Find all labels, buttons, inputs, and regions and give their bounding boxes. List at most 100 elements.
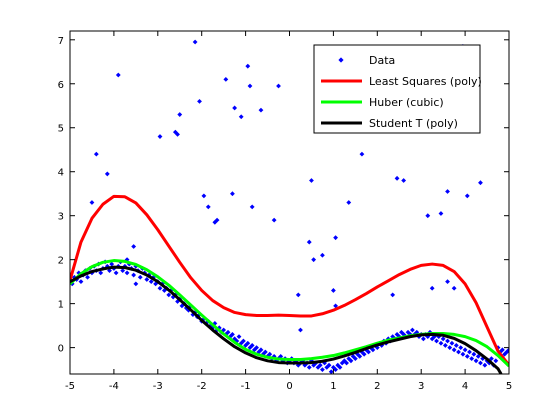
- data-point: [254, 345, 259, 351]
- y-tick-label: 6: [58, 80, 64, 91]
- data-point: [115, 72, 121, 78]
- data-point: [234, 338, 240, 344]
- y-tick-label: 1: [58, 300, 64, 311]
- data-point: [357, 354, 363, 359]
- data-point: [445, 338, 450, 344]
- data-point: [506, 347, 509, 353]
- data-point: [464, 354, 470, 359]
- data-point: [262, 349, 268, 355]
- data-point: [258, 347, 264, 353]
- data-point: [390, 292, 396, 298]
- data-point: [333, 367, 338, 373]
- data-point: [225, 329, 231, 335]
- data-point: [113, 270, 119, 276]
- data-point: [473, 358, 479, 364]
- data-point: [236, 334, 242, 340]
- data-point: [478, 180, 483, 186]
- y-tick-label: 0: [58, 344, 64, 355]
- data-point: [328, 369, 334, 374]
- data-point: [201, 316, 207, 322]
- data-point: [309, 178, 314, 183]
- data-point: [467, 349, 472, 355]
- data-point: [276, 83, 281, 89]
- data-point: [440, 336, 446, 342]
- x-tick-label: 0: [286, 381, 292, 392]
- data-point: [271, 217, 277, 223]
- data-point: [98, 270, 104, 276]
- legend: Data Least Squares (poly) Huber (cubic) Stu…: [313, 44, 482, 134]
- data-point: [157, 134, 163, 139]
- data-point: [442, 343, 448, 348]
- data-point: [89, 200, 95, 205]
- data-point: [320, 252, 325, 258]
- data-point: [445, 189, 450, 194]
- data-point: [249, 204, 255, 210]
- data-point: [120, 268, 126, 274]
- data-point: [131, 272, 137, 278]
- data-point: [339, 360, 345, 366]
- data-point: [394, 332, 400, 337]
- data-point: [333, 235, 338, 241]
- data-point: [414, 329, 420, 335]
- data-point: [267, 351, 273, 357]
- legend-item-huber: Huber (cubic): [321, 96, 444, 109]
- x-tick-label: 4: [462, 381, 468, 392]
- data-point: [85, 274, 90, 280]
- x-tick-label: -5: [65, 381, 75, 392]
- data-point: [399, 329, 404, 335]
- data-point: [133, 281, 139, 287]
- data-point: [166, 292, 172, 298]
- data-point: [144, 277, 150, 282]
- data-point: [177, 112, 183, 117]
- legend-marker: [338, 57, 344, 63]
- data-point: [410, 327, 415, 333]
- data-point: [401, 178, 407, 183]
- data-point: [131, 244, 137, 249]
- data-point: [420, 336, 426, 342]
- x-tick-label: 1: [330, 381, 336, 392]
- y-tick-label: 5: [58, 124, 64, 135]
- y-tick-label: 4: [58, 168, 64, 179]
- data-point: [331, 288, 336, 293]
- data-point: [333, 303, 338, 309]
- data-point: [214, 217, 220, 223]
- data-point: [425, 213, 431, 219]
- x-tick-label: 2: [374, 381, 380, 392]
- data-point: [471, 351, 477, 357]
- data-point: [489, 356, 494, 362]
- y-tick-label: 3: [58, 212, 64, 223]
- data-point: [137, 274, 143, 280]
- x-tick-label: -3: [153, 381, 163, 392]
- data-point: [458, 345, 464, 351]
- y-tick-label: 2: [58, 256, 64, 267]
- data-point: [148, 279, 154, 285]
- data-point: [247, 83, 253, 89]
- data-point: [124, 257, 130, 263]
- data-point: [359, 349, 365, 355]
- data-point: [447, 345, 453, 351]
- data-point: [249, 343, 255, 348]
- data-point: [366, 349, 371, 355]
- data-point: [322, 360, 328, 366]
- data-point: [230, 332, 235, 337]
- data-point: [306, 365, 312, 370]
- data-point: [223, 76, 229, 82]
- data-point: [482, 362, 488, 368]
- legend-item-student-t: Student T (poly): [321, 117, 458, 130]
- plot-area: [70, 39, 509, 374]
- data-point: [370, 347, 376, 353]
- data-point: [175, 299, 180, 304]
- data-point: [133, 263, 139, 269]
- data-point: [453, 343, 459, 348]
- data-point: [337, 365, 343, 370]
- data-point: [306, 239, 312, 245]
- data-point: [151, 274, 156, 280]
- data-point: [469, 356, 475, 362]
- x-tick-label: -4: [109, 381, 119, 392]
- data-point: [124, 270, 130, 276]
- data-point: [295, 292, 301, 298]
- data-point: [241, 338, 246, 344]
- data-point: [221, 327, 227, 333]
